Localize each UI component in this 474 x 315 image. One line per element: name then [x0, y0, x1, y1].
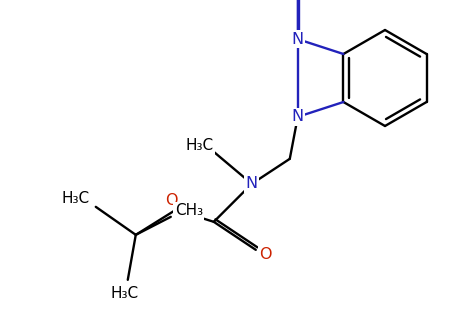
Text: N: N [246, 176, 258, 191]
Text: O: O [260, 247, 272, 262]
Text: CH₃: CH₃ [175, 203, 203, 218]
Text: H₃C: H₃C [186, 138, 214, 153]
Text: H₃C: H₃C [62, 191, 90, 206]
Text: O: O [165, 193, 178, 208]
Text: N: N [292, 32, 304, 47]
Text: N: N [292, 109, 304, 124]
Text: H₃C: H₃C [111, 286, 139, 301]
